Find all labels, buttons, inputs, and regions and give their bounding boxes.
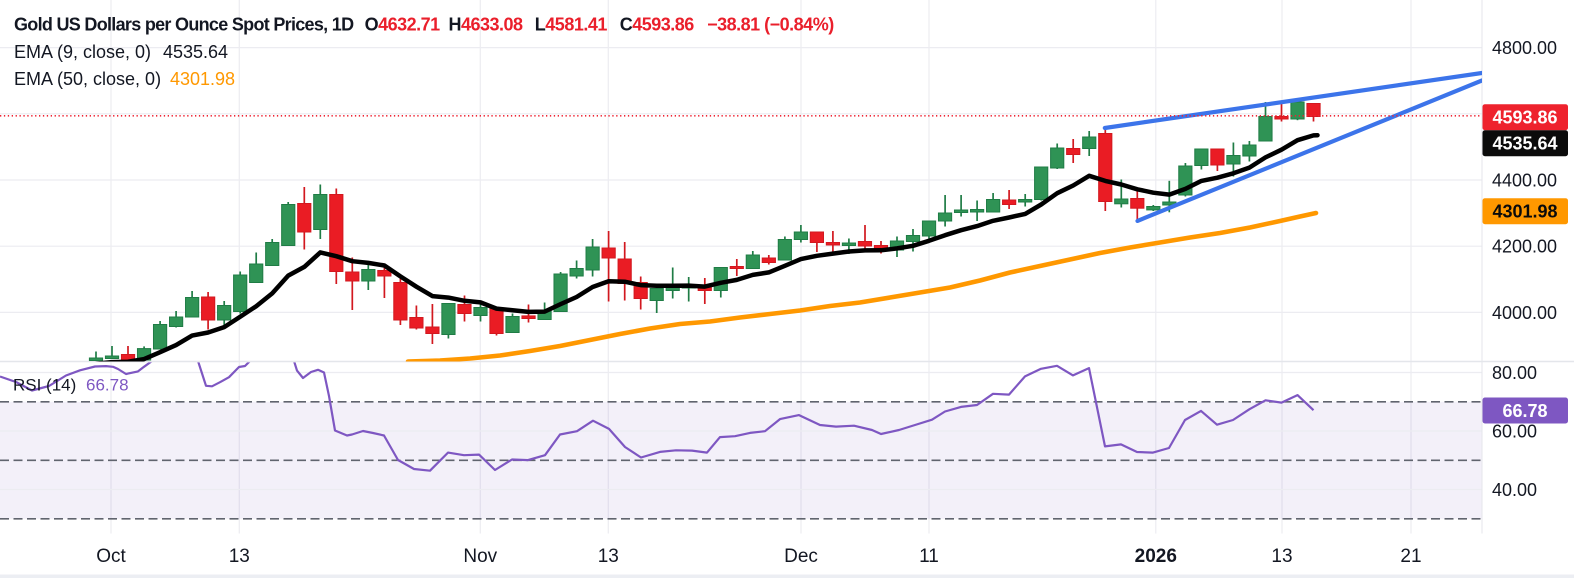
svg-text:−38.81 (−0.84%): −38.81 (−0.84%) xyxy=(707,15,834,35)
svg-text:EMA (50, close, 0) 4301.98: EMA (50, close, 0) 4301.98 xyxy=(14,69,235,89)
svg-text:L4581.41: L4581.41 xyxy=(535,15,608,35)
svg-text:Nov: Nov xyxy=(463,546,497,567)
svg-text:13: 13 xyxy=(598,546,619,567)
svg-text:4301.98: 4301.98 xyxy=(1492,202,1557,222)
svg-text:13: 13 xyxy=(229,546,250,567)
svg-text:66.78: 66.78 xyxy=(1502,401,1547,421)
svg-text:4800.00: 4800.00 xyxy=(1492,38,1557,58)
svg-text:60.00: 60.00 xyxy=(1492,421,1537,441)
svg-text:H4633.08: H4633.08 xyxy=(449,15,524,35)
svg-text:4535.64: 4535.64 xyxy=(1492,134,1557,154)
svg-text:4200.00: 4200.00 xyxy=(1492,237,1557,257)
svg-text:4593.86: 4593.86 xyxy=(1492,108,1557,128)
svg-text:40.00: 40.00 xyxy=(1492,480,1537,500)
svg-text:2026: 2026 xyxy=(1135,546,1177,567)
svg-text:4400.00: 4400.00 xyxy=(1492,170,1557,190)
svg-text:4000.00: 4000.00 xyxy=(1492,303,1557,323)
svg-text:O4632.71: O4632.71 xyxy=(365,15,441,35)
svg-text:Dec: Dec xyxy=(784,546,818,567)
svg-text:Oct: Oct xyxy=(96,546,126,567)
svg-text:13: 13 xyxy=(1271,546,1292,567)
svg-text:11: 11 xyxy=(919,546,939,567)
svg-text:EMA (9, close, 0) 4535.64: EMA (9, close, 0) 4535.64 xyxy=(14,42,228,62)
svg-text:21: 21 xyxy=(1400,546,1421,567)
svg-text:Gold US Dollars per Ounce Spot: Gold US Dollars per Ounce Spot Prices, 1… xyxy=(14,15,354,35)
svg-text:RSI (14) 66.78: RSI (14) 66.78 xyxy=(13,375,129,394)
svg-text:80.00: 80.00 xyxy=(1492,363,1537,383)
svg-text:C4593.86: C4593.86 xyxy=(620,15,695,35)
